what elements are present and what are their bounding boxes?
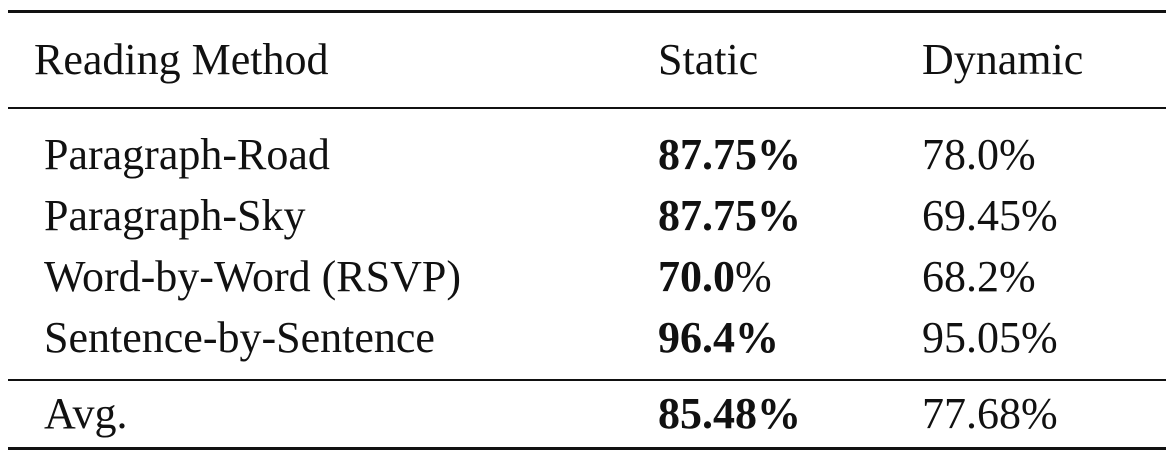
avg-dynamic-cell: 77.68% [922, 388, 1058, 438]
avg-row: Avg. 85.48% 77.68% [8, 380, 1166, 449]
avg-static-percent-sign: % [757, 388, 801, 438]
row-static-cell: 87.75% [658, 108, 922, 186]
row-dynamic-cell: 95.05% [922, 313, 1058, 363]
table-row: Word-by-Word (RSVP) 70.0% 68.2% [8, 247, 1166, 308]
static-value: 96.4 [658, 313, 735, 363]
static-percent-sign: % [757, 191, 801, 241]
static-value: 87.75 [658, 191, 757, 241]
static-percent-sign: % [735, 252, 772, 302]
row-dynamic-cell: 78.0% [922, 130, 1036, 180]
row-method-cell: Paragraph-Road [44, 130, 330, 180]
static-percent-sign: % [757, 130, 801, 180]
table-row: Paragraph-Sky 87.75% 69.45% [8, 186, 1166, 247]
static-value: 87.75 [658, 130, 757, 180]
table-header: Reading Method Static Dynamic [8, 11, 1166, 108]
row-method-cell: Word-by-Word (RSVP) [44, 252, 461, 302]
static-value: 70.0 [658, 252, 735, 302]
header-dynamic: Dynamic [922, 34, 1084, 84]
header-static: Static [658, 34, 759, 84]
row-static-cell: 96.4% [658, 308, 922, 380]
reading-method-table: Reading Method Static Dynamic Paragraph-… [8, 10, 1166, 450]
row-method-cell: Paragraph-Sky [44, 191, 306, 241]
avg-static-value: 85.48 [658, 388, 757, 438]
header-reading-method: Reading Method [34, 34, 329, 84]
row-dynamic-cell: 69.45% [922, 191, 1058, 241]
results-table-container: Reading Method Static Dynamic Paragraph-… [8, 10, 1166, 450]
table-average-section: Avg. 85.48% 77.68% [8, 380, 1166, 449]
row-method-cell: Sentence-by-Sentence [44, 313, 435, 363]
avg-static-cell: 85.48% [658, 380, 922, 449]
avg-label-cell: Avg. [44, 388, 128, 438]
static-percent-sign: % [735, 313, 779, 363]
table-row: Paragraph-Road 87.75% 78.0% [8, 108, 1166, 186]
table-body: Paragraph-Road 87.75% 78.0% Paragraph-Sk… [8, 108, 1166, 380]
row-dynamic-cell: 68.2% [922, 252, 1036, 302]
header-row: Reading Method Static Dynamic [8, 11, 1166, 108]
row-static-cell: 87.75% [658, 186, 922, 247]
table-row: Sentence-by-Sentence 96.4% 95.05% [8, 308, 1166, 380]
row-static-cell: 70.0% [658, 247, 922, 308]
